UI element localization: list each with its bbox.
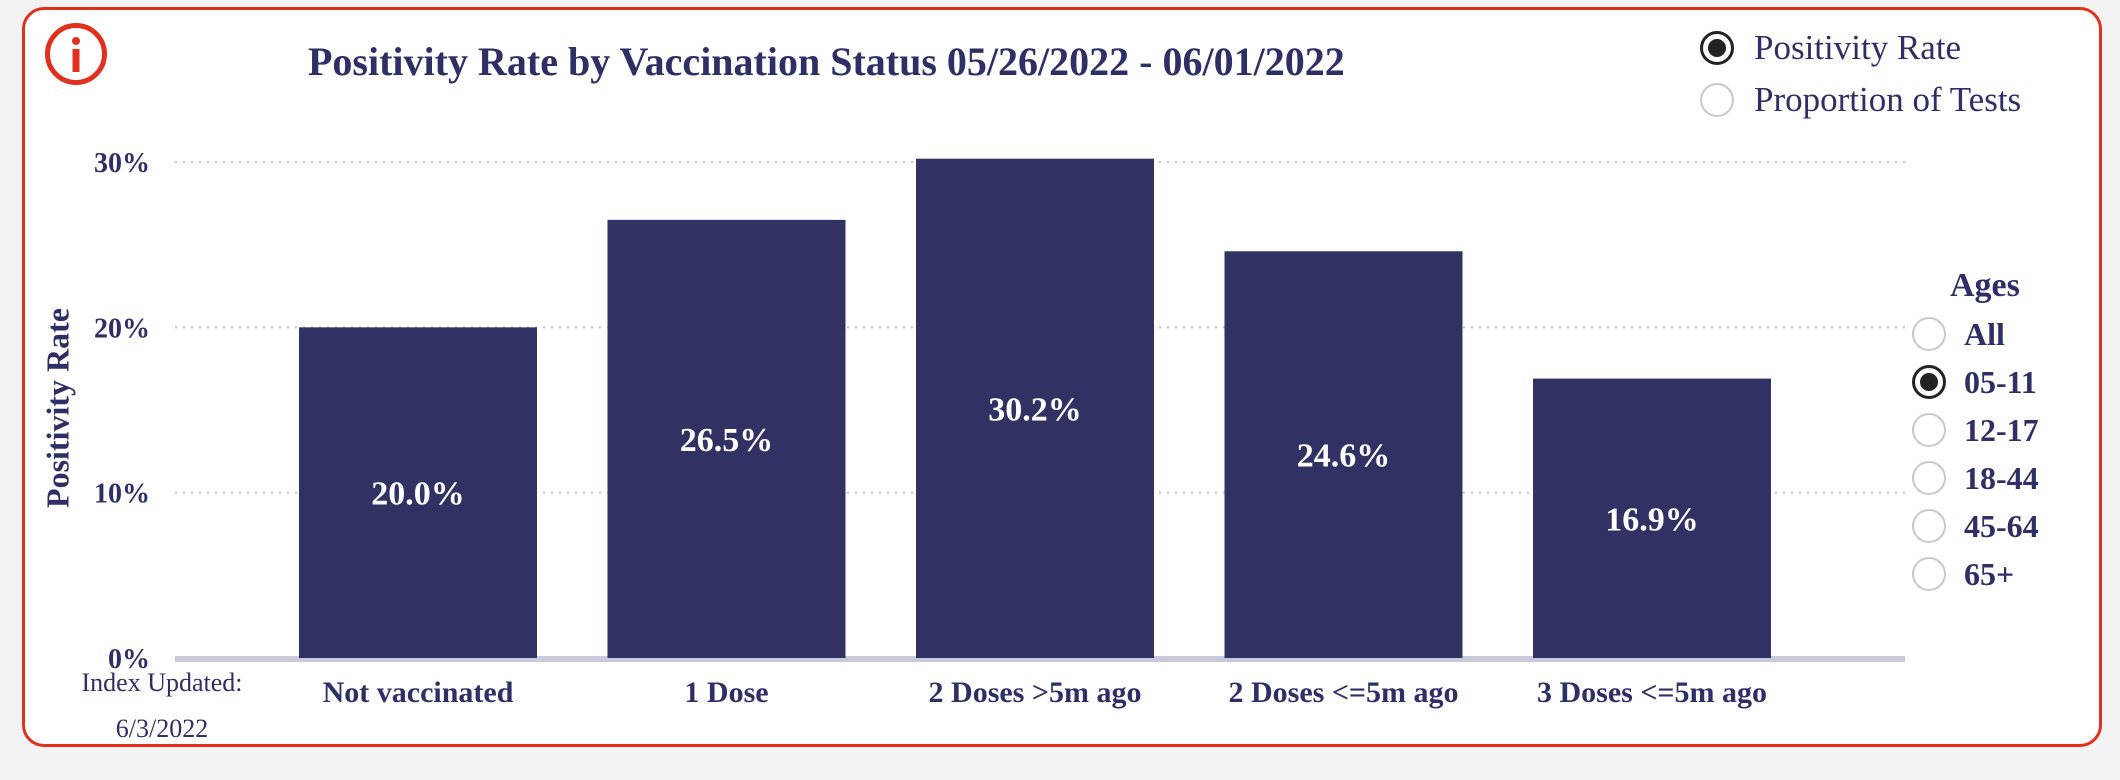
y-tick-label: 10% — [94, 479, 150, 510]
bar-data-label: 16.9% — [1605, 501, 1699, 538]
bar — [299, 327, 537, 658]
y-tick-label: 0% — [108, 644, 150, 675]
radio-button-icon[interactable] — [1912, 557, 1946, 591]
age-option-05-11[interactable]: 05-11 — [1912, 358, 2039, 406]
mode-toggle: Positivity Rate Proportion of Tests — [1700, 22, 2021, 126]
radio-button-icon[interactable] — [1912, 413, 1946, 447]
mode-option-proportion-of-tests[interactable]: Proportion of Tests — [1700, 74, 2021, 126]
bar — [607, 219, 846, 658]
x-tick-label: 2 Doses >5m ago — [929, 676, 1142, 709]
radio-button-icon[interactable] — [1912, 365, 1946, 399]
age-option-label: 12-17 — [1964, 411, 2039, 448]
age-option-label: 45-64 — [1964, 507, 2039, 544]
age-option-label: 18-44 — [1964, 459, 2039, 496]
x-tick-label: 3 Doses <=5m ago — [1537, 676, 1767, 709]
info-icon[interactable] — [44, 22, 108, 86]
age-option-18-44[interactable]: 18-44 — [1912, 454, 2039, 502]
radio-button-icon[interactable] — [1700, 31, 1734, 65]
bar-data-label: 20.0% — [371, 476, 465, 513]
bar — [1533, 378, 1771, 658]
age-option-label: 05-11 — [1964, 363, 2037, 400]
age-option-all[interactable]: All — [1912, 310, 2039, 358]
x-axis-baseline — [175, 656, 1905, 662]
radio-button-icon[interactable] — [1912, 461, 1946, 495]
age-option-label: 65+ — [1964, 555, 2015, 592]
age-option-65-plus[interactable]: 65+ — [1912, 550, 2039, 598]
radio-button-icon[interactable] — [1700, 83, 1734, 117]
bar — [916, 158, 1154, 658]
radio-button-icon[interactable] — [1912, 317, 1946, 351]
ages-title: Ages — [1950, 267, 2020, 304]
mode-option-label: Positivity Rate — [1754, 28, 1962, 67]
age-option-12-17[interactable]: 12-17 — [1912, 406, 2039, 454]
x-tick-label: 1 Dose — [684, 676, 768, 709]
mode-option-label: Proportion of Tests — [1754, 80, 2022, 119]
mode-option-positivity-rate[interactable]: Positivity Rate — [1700, 22, 2021, 74]
x-tick-label: Not vaccinated — [323, 676, 514, 709]
bar — [1224, 251, 1463, 658]
y-tick-label: 30% — [94, 148, 150, 179]
age-option-45-64[interactable]: 45-64 — [1912, 502, 2039, 550]
index-updated-date: 6/3/2022 — [115, 714, 209, 743]
chart-title: Positivity Rate by Vaccination Status 05… — [308, 39, 1345, 84]
bar-data-label: 30.2% — [988, 391, 1082, 428]
bar-data-label: 26.5% — [680, 422, 774, 459]
x-tick-label: 2 Doses <=5m ago — [1228, 676, 1458, 709]
bar-data-label: 24.6% — [1297, 438, 1391, 475]
y-tick-label: 20% — [94, 313, 150, 344]
ages-filter: Ages All 05-11 12-17 18-44 45-64 65+ — [1912, 262, 2039, 598]
index-updated-label: Index Updated: — [81, 668, 243, 697]
age-option-label: All — [1964, 315, 2005, 352]
radio-button-icon[interactable] — [1912, 509, 1946, 543]
